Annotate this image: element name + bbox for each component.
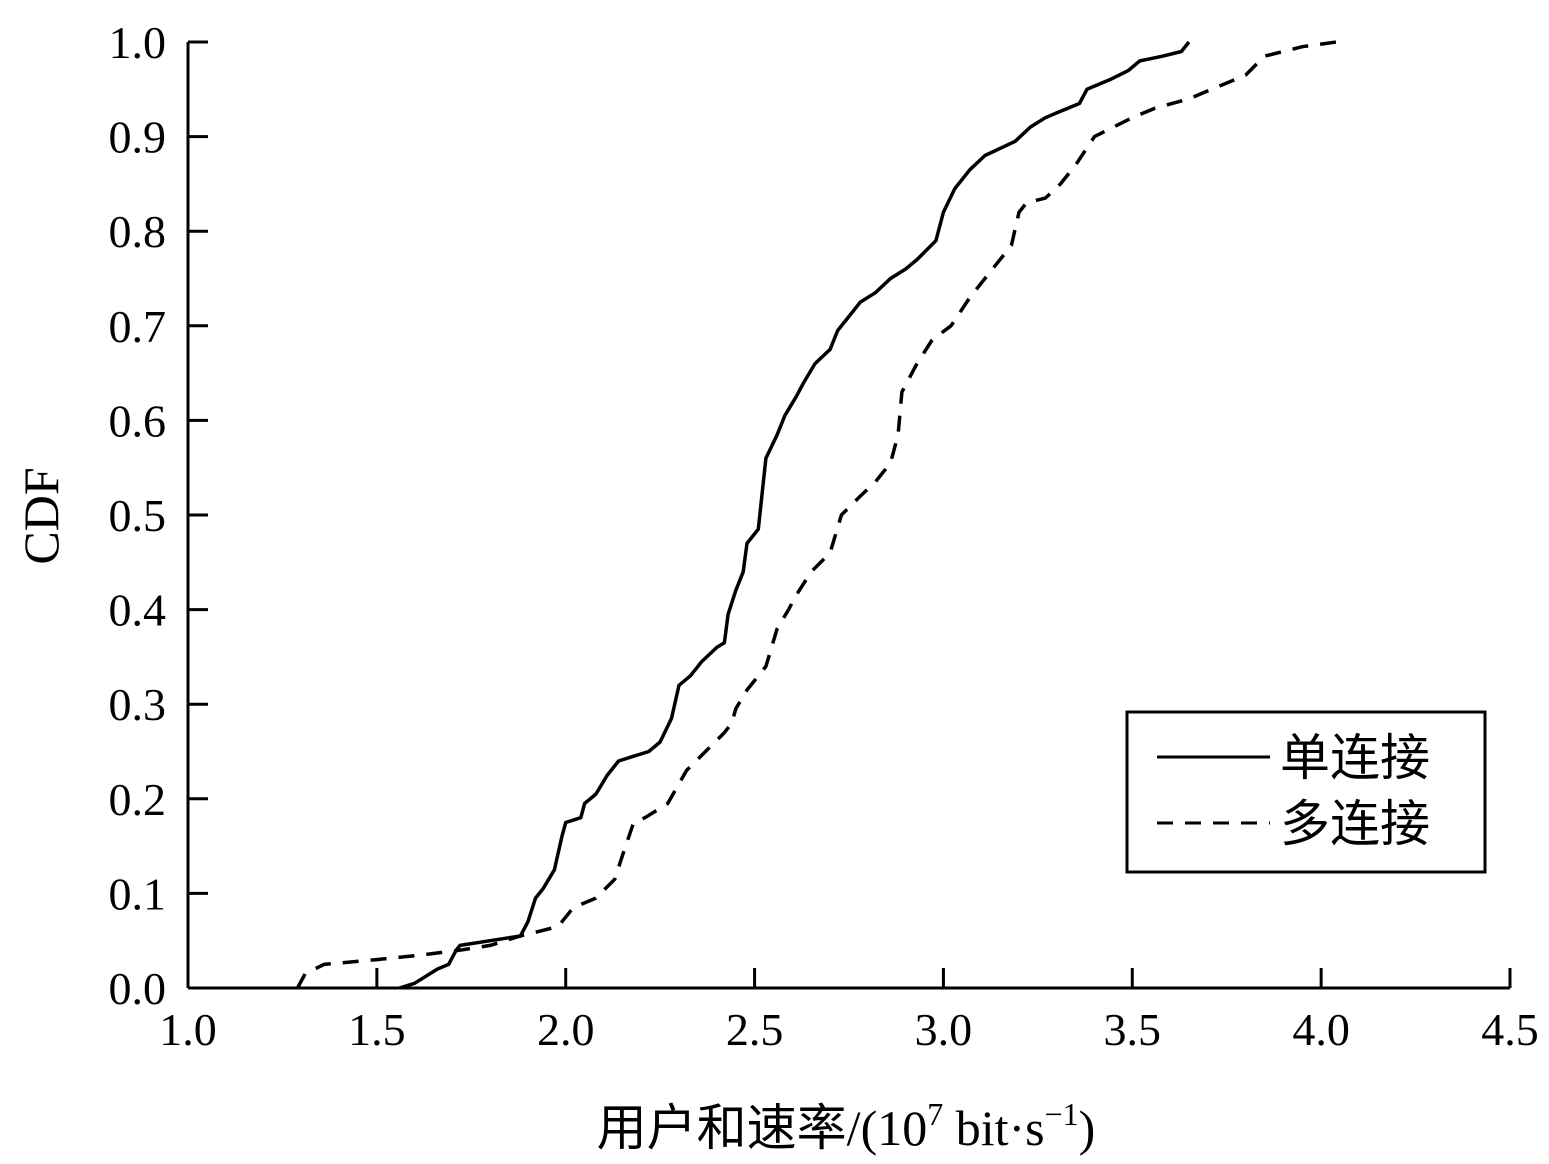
y-tick-label: 0.7	[109, 301, 167, 352]
series-line-multi-connection	[295, 40, 1337, 989]
legend-label-multi: 多连接	[1280, 796, 1430, 852]
y-ticks: 0.0 0.1 0.2 0.3 0.4 0.5 0.6 0.7 0.8 0.9 1.0	[109, 17, 208, 1014]
y-tick-label: 0.1	[109, 868, 167, 919]
y-tick-label: 1.0	[109, 17, 167, 68]
x-tick-label: 3.0	[915, 1004, 973, 1055]
legend-box	[1125, 710, 1487, 874]
x-tick-label: 2.5	[726, 1004, 784, 1055]
y-tick-label: 0.8	[109, 206, 167, 257]
x-tick-label: 4.0	[1292, 1004, 1350, 1055]
x-tick-label: 1.5	[348, 1004, 406, 1055]
series-layer	[295, 40, 1337, 990]
x-axis-title-exponent: 7	[927, 1096, 943, 1132]
x-tick-label: 2.0	[537, 1004, 595, 1055]
y-tick-label: 0.9	[109, 112, 167, 163]
y-tick-label: 0.4	[109, 585, 167, 636]
x-ticks: 1.0 1.5 2.0 2.5 3.0 3.5 4.0 4.5	[159, 968, 1539, 1055]
x-tick-label: 1.0	[159, 1004, 217, 1055]
x-axis-title-main: 用户和速率/(10	[597, 1100, 928, 1156]
x-axis-title: 用户和速率/(107 bit·s−1)	[597, 1096, 1096, 1156]
y-tick-label: 0.6	[109, 395, 167, 446]
y-tick-label: 0.3	[109, 679, 167, 730]
y-tick-label: 0.0	[109, 963, 167, 1014]
x-axis-title-close: )	[1079, 1100, 1096, 1156]
legend-label-single: 单连接	[1280, 730, 1430, 786]
legend: 单连接 多连接	[1125, 710, 1487, 874]
x-tick-label: 4.5	[1481, 1004, 1539, 1055]
x-tick-label: 3.5	[1104, 1004, 1162, 1055]
x-axis-title-unit: bit·s	[943, 1100, 1044, 1156]
y-axis-title: CDF	[13, 467, 69, 564]
series-line-single-connection	[398, 40, 1191, 990]
y-tick-label: 0.5	[109, 490, 167, 541]
y-tick-label: 0.2	[109, 774, 167, 825]
x-axis-title-unit-exponent: −1	[1045, 1096, 1079, 1132]
